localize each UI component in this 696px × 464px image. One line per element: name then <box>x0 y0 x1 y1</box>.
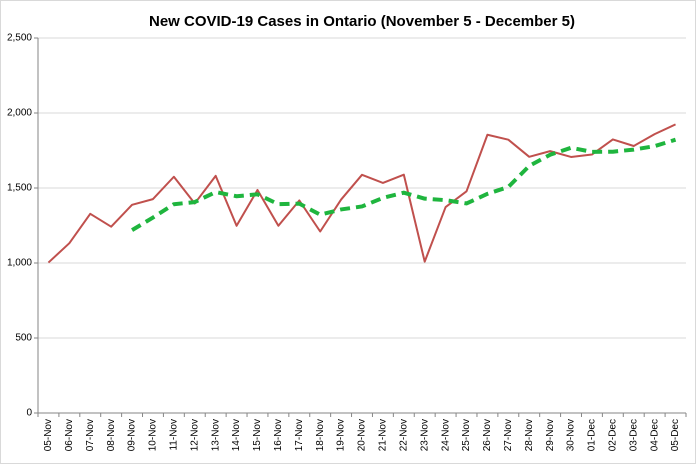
x-tick-label: 07-Nov <box>85 419 96 451</box>
x-tick-label: 02-Dec <box>607 419 618 451</box>
x-tick-label: 08-Nov <box>106 419 117 451</box>
x-tick-label: 06-Nov <box>64 419 75 451</box>
x-tick-label: 04-Dec <box>649 419 660 451</box>
x-tick-label: 11-Nov <box>169 419 180 451</box>
x-tick-label: 29-Nov <box>545 419 556 451</box>
series-line <box>131 137 677 232</box>
x-tick-label: 03-Dec <box>628 419 639 451</box>
x-tick-label: 19-Nov <box>336 419 347 451</box>
chart-title: New COVID-19 Cases in Ontario (November … <box>149 13 575 30</box>
series-line <box>47 123 676 264</box>
x-tick-label: 13-Nov <box>210 419 221 451</box>
x-tick-label: 25-Nov <box>461 419 472 451</box>
x-tick-label: 28-Nov <box>524 419 535 451</box>
x-tick-label: 05-Nov <box>43 419 54 451</box>
y-tick-label: 0 <box>26 408 32 419</box>
x-tick-label: 30-Nov <box>566 419 577 451</box>
x-tick-label: 15-Nov <box>252 419 263 451</box>
x-tick-label: 05-Dec <box>670 419 681 451</box>
y-tick-label: 2,500 <box>7 33 32 44</box>
x-tick-label: 14-Nov <box>231 419 242 451</box>
x-tick-label: 27-Nov <box>503 419 514 451</box>
y-tick-label: 1,500 <box>7 183 32 194</box>
y-tick-label: 2,000 <box>7 108 32 119</box>
x-tick-label: 12-Nov <box>189 419 200 451</box>
x-tick-label: 24-Nov <box>440 419 451 451</box>
x-tick-label: 09-Nov <box>127 419 138 451</box>
y-tick-label: 500 <box>15 333 32 344</box>
x-tick-label: 22-Nov <box>398 419 409 451</box>
x-tick-label: 21-Nov <box>378 419 389 451</box>
x-tick-label: 18-Nov <box>315 419 326 451</box>
x-tick-label: 16-Nov <box>273 419 284 451</box>
x-tick-label: 26-Nov <box>482 419 493 451</box>
x-tick-label: 23-Nov <box>419 419 430 451</box>
x-tick-label: 10-Nov <box>148 419 159 451</box>
x-tick-label: 17-Nov <box>294 419 305 451</box>
x-tick-label: 20-Nov <box>357 419 368 451</box>
y-tick-label: 1,000 <box>7 258 32 269</box>
x-tick-label: 01-Dec <box>587 419 598 451</box>
